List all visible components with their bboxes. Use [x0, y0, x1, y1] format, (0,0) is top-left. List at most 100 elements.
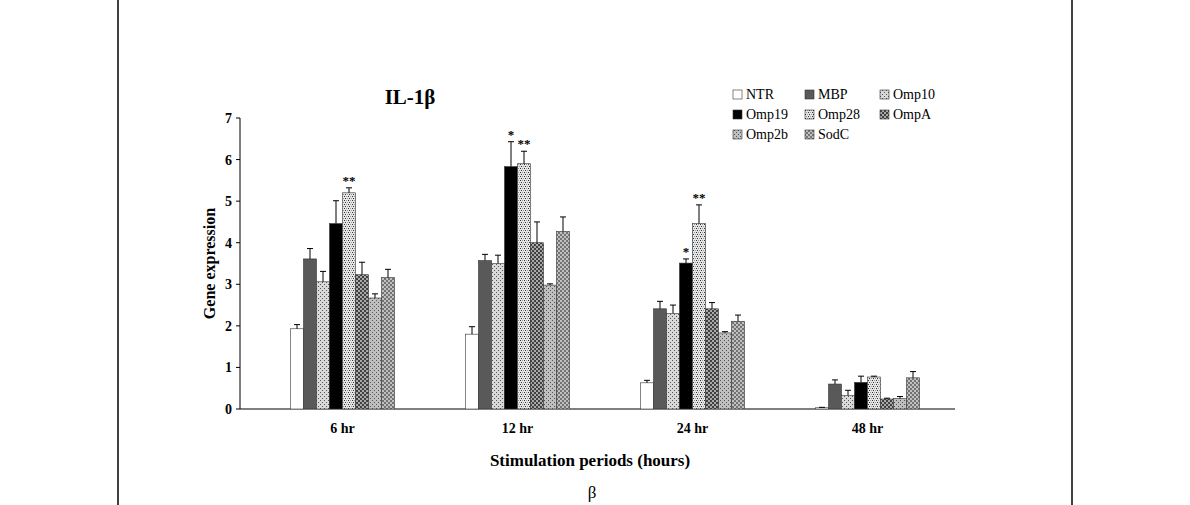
legend-swatch [880, 90, 889, 99]
bar [505, 167, 518, 409]
chart: IL-1β01234567Gene expression6 hr12 hr24 … [0, 0, 1190, 505]
legend-label: OmpA [893, 107, 932, 122]
bar [317, 282, 330, 409]
error-bar [560, 217, 566, 232]
legend-swatch [805, 130, 814, 139]
legend-swatch [880, 110, 889, 119]
bar [894, 399, 907, 409]
x-axis-label: Stimulation periods (hours) [490, 451, 690, 470]
bar [680, 263, 693, 409]
caption: β [588, 483, 597, 502]
error-bar [521, 151, 527, 163]
y-tick-label: 5 [225, 194, 232, 209]
bar [492, 264, 505, 410]
error-bar [333, 201, 339, 224]
y-tick [236, 325, 240, 326]
legend-swatch [733, 110, 742, 119]
title: IL-1β [385, 85, 436, 109]
bar [518, 164, 531, 409]
error-bar [696, 205, 702, 224]
y-tick-label: 4 [225, 236, 232, 251]
x-tick-label: 48 hr [852, 421, 884, 436]
y-tick [236, 159, 240, 160]
significance: * [508, 127, 515, 142]
frame-right [1071, 0, 1073, 505]
significance: * [683, 244, 690, 259]
y-tick [236, 118, 240, 119]
error-bar [897, 397, 903, 399]
y-tick [236, 409, 240, 410]
bar [304, 259, 317, 409]
y-tick-label: 1 [225, 360, 232, 375]
bar [693, 224, 706, 409]
error-bar [385, 269, 391, 277]
legend-label: Omp10 [893, 87, 935, 102]
bar [544, 285, 557, 409]
bar [706, 309, 719, 409]
error-bar [910, 372, 916, 378]
legend-label: Omp19 [746, 107, 788, 122]
y-tick [236, 284, 240, 285]
error-bar [735, 315, 741, 321]
error-bar [307, 249, 313, 259]
error-bar [508, 142, 514, 167]
legend-label: MBP [818, 87, 848, 102]
bars [291, 142, 920, 409]
error-bar [294, 325, 300, 329]
significance: ** [518, 136, 531, 151]
error-bar [482, 254, 488, 260]
legend-label: Omp2b [746, 127, 788, 142]
bar [868, 377, 881, 409]
y-tick-label: 6 [225, 153, 232, 168]
y-axis [240, 118, 241, 409]
bar [719, 333, 732, 409]
error-bar [670, 305, 676, 313]
y-tick-label: 2 [225, 319, 232, 334]
error-bar [320, 271, 326, 281]
error-bar [858, 376, 864, 382]
bar [343, 193, 356, 409]
error-bar [657, 301, 663, 308]
legend-swatch [733, 130, 742, 139]
legend-swatch [733, 90, 742, 99]
bar [531, 243, 544, 409]
bar [907, 378, 920, 409]
y-tick [236, 201, 240, 202]
y-axis-label: Gene expression [201, 208, 219, 319]
bar [654, 309, 667, 409]
error-bar [372, 294, 378, 298]
bar [816, 408, 829, 409]
x-tick-label: 12 hr [502, 421, 534, 436]
error-bar [722, 332, 728, 333]
error-bar [884, 398, 890, 400]
bar [382, 278, 395, 409]
error-bar [832, 380, 838, 384]
bar [842, 395, 855, 409]
legend-label: SodC [818, 127, 849, 142]
error-bar [359, 262, 365, 274]
significance: ** [343, 173, 356, 188]
bar [330, 224, 343, 409]
y-tick-label: 7 [225, 111, 232, 126]
bar [829, 384, 842, 409]
legend-swatch [805, 110, 814, 119]
bar [479, 261, 492, 409]
error-bar [709, 303, 715, 309]
bar [466, 334, 479, 409]
y-tick-label: 3 [225, 277, 232, 292]
bar [881, 399, 894, 409]
error-bar [469, 327, 475, 334]
error-bar [644, 380, 650, 382]
bar [641, 383, 654, 409]
x-tick-label: 6 hr [330, 421, 355, 436]
legend-label: Omp28 [818, 107, 860, 122]
error-bar [534, 222, 540, 243]
error-bar [495, 255, 501, 263]
y-tick [236, 367, 240, 368]
y-tick [236, 242, 240, 243]
error-bar [871, 376, 877, 378]
bar [291, 329, 304, 409]
x-tick-label: 24 hr [677, 421, 709, 436]
error-bar [346, 188, 352, 193]
bar [732, 321, 745, 409]
